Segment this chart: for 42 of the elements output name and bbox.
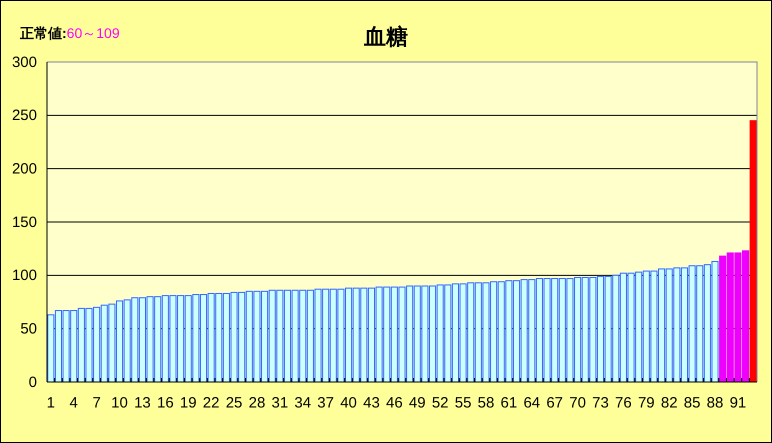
x-tick-label: 25 — [226, 394, 242, 412]
x-tick-label: 91 — [730, 394, 746, 412]
x-tick-label: 88 — [706, 394, 724, 412]
x-tick-label: 61 — [500, 394, 518, 412]
x-tick-label: 22 — [202, 394, 220, 412]
x-tick-label: 82 — [660, 394, 678, 412]
text: 正常値: — [19, 25, 67, 41]
y-tick-label: 100 — [12, 267, 37, 284]
x-tick-label: 31 — [272, 394, 288, 412]
x-tick-label: 67 — [546, 394, 564, 412]
text: 60～109 — [66, 25, 120, 41]
x-tick-label: 76 — [615, 394, 632, 412]
x-tick-label: 34 — [294, 394, 312, 412]
x-tick-label: 58 — [478, 394, 494, 412]
x-tick-label: 13 — [134, 394, 151, 412]
x-tick-label: 85 — [684, 394, 700, 412]
x-tick-label: 55 — [454, 394, 472, 412]
x-tick-label: 70 — [569, 394, 586, 412]
x-tick-label: 1 — [46, 394, 55, 412]
x-tick-label: 37 — [317, 394, 334, 412]
x-tick-label: 19 — [180, 394, 197, 412]
x-tick-label: 4 — [70, 394, 78, 412]
y-tick-label: 250 — [12, 107, 37, 124]
bar — [750, 120, 757, 382]
x-tick-label: 28 — [248, 394, 266, 412]
x-tick-label: 43 — [363, 394, 380, 412]
y-tick-label: 50 — [20, 320, 37, 338]
x-tick-label: 7 — [92, 394, 101, 412]
x-tick-label: 73 — [592, 394, 609, 412]
y-tick-label: 0 — [28, 374, 37, 391]
x-tick-label: 49 — [408, 394, 426, 412]
x-tick-label: 10 — [111, 394, 128, 412]
x-tick-label: 16 — [156, 394, 174, 412]
x-tick-label: 52 — [432, 394, 449, 412]
x-tick-label: 64 — [523, 394, 540, 412]
x-tick-label: 40 — [340, 394, 357, 412]
y-tick-label: 300 — [12, 54, 37, 71]
x-tick-label: 46 — [386, 394, 403, 412]
y-tick-label: 200 — [12, 160, 37, 178]
y-tick-label: 150 — [12, 214, 37, 231]
x-tick-label: 79 — [638, 394, 655, 412]
chart-title: 血糖 — [363, 24, 408, 49]
